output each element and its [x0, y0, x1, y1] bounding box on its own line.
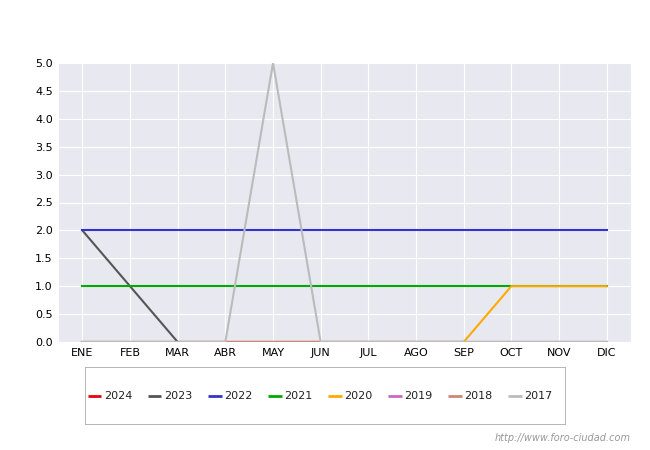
- Text: 2021: 2021: [284, 391, 313, 401]
- Text: 2019: 2019: [404, 391, 433, 401]
- Text: 2018: 2018: [465, 391, 493, 401]
- Text: Afiliados en Escobar de Campos a 30/9/2024: Afiliados en Escobar de Campos a 30/9/20…: [123, 14, 527, 32]
- Text: 2022: 2022: [224, 391, 252, 401]
- Text: 2023: 2023: [164, 391, 192, 401]
- Text: http://www.foro-ciudad.com: http://www.foro-ciudad.com: [495, 432, 630, 443]
- Text: 2020: 2020: [344, 391, 372, 401]
- Text: 2024: 2024: [104, 391, 132, 401]
- Text: 2017: 2017: [525, 391, 553, 401]
